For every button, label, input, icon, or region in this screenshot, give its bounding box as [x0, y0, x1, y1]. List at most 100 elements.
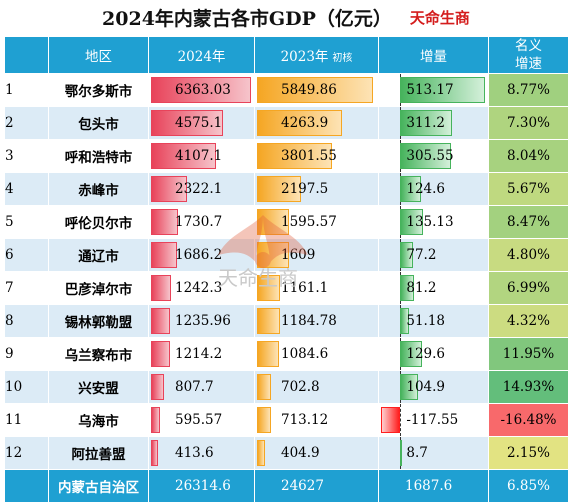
value-label: 1084.6 [281, 346, 329, 362]
data-bar [151, 110, 223, 136]
data-bar [257, 341, 279, 367]
header-region: 地区 [48, 36, 149, 74]
table-row: 2 包头市 4575.1 4263.9 311.2 7.30% [4, 106, 569, 140]
table-body: 1 鄂尔多斯市 6363.03 5849.86 513.17 8.77% 2 包头市 4575.… [4, 73, 569, 470]
value-label: 4107.1 [175, 148, 223, 164]
region-cell: 鄂尔多斯市 [48, 73, 149, 107]
rate-cell: 2.15% [488, 436, 569, 470]
increase-cell: 124.6 [378, 172, 489, 206]
region-cell: 兴安盟 [48, 370, 149, 404]
total-rank [4, 469, 49, 503]
region-cell: 呼和浩特市 [48, 139, 149, 173]
data-bar [151, 374, 164, 400]
data-bar [257, 77, 373, 103]
increase-cell: -117.55 [378, 403, 489, 437]
increase-cell: 77.2 [378, 238, 489, 272]
data-bar [400, 77, 485, 103]
rank-cell: 10 [4, 370, 49, 404]
rate-cell: 4.80% [488, 238, 569, 272]
data-bar [151, 143, 216, 169]
gdp2024-cell: 1730.7 [148, 205, 255, 239]
value-label: 4575.1 [175, 115, 223, 131]
value-label: 1609 [281, 247, 316, 263]
data-bar [400, 374, 418, 400]
rank-cell: 9 [4, 337, 49, 371]
total-rate: 6.85% [488, 469, 569, 503]
data-bar [400, 143, 451, 169]
rate-cell: 8.77% [488, 73, 569, 107]
region-cell: 赤峰市 [48, 172, 149, 206]
value-label: 1235.96 [175, 313, 231, 329]
increase-cell: 135.13 [378, 205, 489, 239]
gdp2023-cell: 2197.5 [254, 172, 379, 206]
data-bar [151, 275, 171, 301]
rank-cell: 2 [4, 106, 49, 140]
header-2023: 2023年 初核 [254, 36, 379, 74]
rank-cell: 8 [4, 304, 49, 338]
title-row: 2024年内蒙古各市GDP（亿元） 天命生商 [0, 0, 572, 34]
region-cell: 阿拉善盟 [48, 436, 149, 470]
gdp2023-cell: 3801.55 [254, 139, 379, 173]
value-label: 713.12 [281, 412, 329, 428]
gdp2024-cell: 6363.03 [148, 73, 255, 107]
gdp2024-cell: 2322.1 [148, 172, 255, 206]
data-bar [257, 440, 266, 466]
gdp2024-cell: 1242.3 [148, 271, 255, 305]
rank-cell: 11 [4, 403, 49, 437]
data-bar [257, 176, 301, 202]
data-bar [257, 275, 281, 301]
header-rate-line1: 名义 [515, 38, 542, 54]
brand-label: 天命生商 [409, 8, 470, 27]
value-label: 129.6 [406, 346, 446, 362]
table-row: 4 赤峰市 2322.1 2197.5 124.6 5.67% [4, 172, 569, 206]
value-label: 104.9 [406, 379, 446, 395]
value-label: -117.55 [406, 412, 459, 428]
value-label: 1161.1 [281, 280, 329, 296]
data-bar [151, 440, 158, 466]
value-label: 4263.9 [281, 115, 329, 131]
increase-cell: 8.7 [378, 436, 489, 470]
total-increase-value: 1687.6 [405, 478, 453, 494]
rate-cell: 14.93% [488, 370, 569, 404]
data-bar [151, 242, 178, 268]
gdp2023-cell: 702.8 [254, 370, 379, 404]
data-bar [257, 374, 271, 400]
increase-cell: 129.6 [378, 337, 489, 371]
header-2024: 2024年 [148, 36, 255, 74]
total-gdp2024: 26314.6 [148, 469, 255, 503]
total-increase: 1687.6 [378, 469, 489, 503]
increase-cell: 104.9 [378, 370, 489, 404]
value-label: 2197.5 [281, 181, 329, 197]
gdp2023-cell: 4263.9 [254, 106, 379, 140]
data-bar [400, 242, 414, 268]
data-bar [381, 407, 401, 433]
table-row: 10 兴安盟 807.7 702.8 104.9 14.93% [4, 370, 569, 404]
region-cell: 乌兰察布市 [48, 337, 149, 371]
rate-cell: 7.30% [488, 106, 569, 140]
gdp2023-cell: 5849.86 [254, 73, 379, 107]
value-label: 51.18 [406, 313, 446, 329]
table-row: 11 乌海市 595.57 713.12 -117.55 -16.48% [4, 403, 569, 437]
value-label: 413.6 [175, 445, 214, 461]
gdp2023-cell: 1084.6 [254, 337, 379, 371]
rank-cell: 4 [4, 172, 49, 206]
value-label: 1184.78 [281, 313, 337, 329]
total-row: 内蒙古自治区 26314.6 24627 1687.6 6.85% [4, 469, 569, 503]
region-cell: 呼伦贝尔市 [48, 205, 149, 239]
gdp2024-cell: 4575.1 [148, 106, 255, 140]
header-row: 地区 2024年 2023年 初核 增量 名义 增速 [4, 36, 569, 74]
header-rate: 名义 增速 [488, 36, 569, 74]
region-cell: 包头市 [48, 106, 149, 140]
gdp2023-cell: 1595.57 [254, 205, 379, 239]
header-2023-label: 2023年 [280, 49, 329, 65]
table-row: 7 巴彦淖尔市 1242.3 1161.1 81.2 6.99% [4, 271, 569, 305]
value-label: 513.17 [406, 82, 454, 98]
value-label: 124.6 [406, 181, 446, 197]
data-bar [400, 209, 423, 235]
data-bar [151, 209, 179, 235]
data-bar [151, 341, 171, 367]
header-2023-note: 初核 [332, 53, 353, 64]
gdp2024-cell: 1214.2 [148, 337, 255, 371]
value-label: 404.9 [281, 445, 320, 461]
total-gdp2024-value: 26314.6 [175, 478, 231, 494]
